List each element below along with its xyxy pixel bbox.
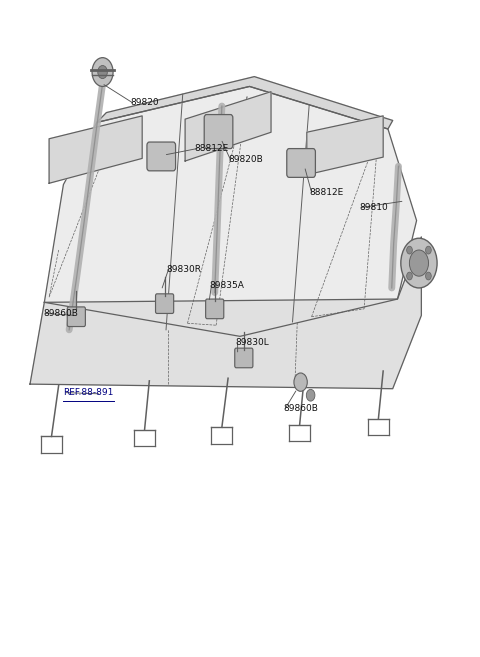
FancyBboxPatch shape <box>67 307 85 327</box>
Text: 89830L: 89830L <box>235 338 269 348</box>
FancyBboxPatch shape <box>205 299 224 319</box>
Text: 88812E: 88812E <box>309 188 344 197</box>
Circle shape <box>294 373 307 392</box>
Circle shape <box>306 390 315 401</box>
Text: 89860B: 89860B <box>43 309 78 318</box>
Polygon shape <box>97 77 393 129</box>
Polygon shape <box>185 92 271 161</box>
Text: 89810: 89810 <box>360 203 388 212</box>
Polygon shape <box>30 237 421 389</box>
Polygon shape <box>49 116 142 183</box>
Circle shape <box>92 58 113 87</box>
Text: 88812E: 88812E <box>195 144 229 153</box>
Circle shape <box>407 272 412 280</box>
Circle shape <box>98 66 108 79</box>
FancyBboxPatch shape <box>235 348 253 368</box>
Circle shape <box>401 238 437 288</box>
FancyBboxPatch shape <box>287 148 315 177</box>
Text: 89860B: 89860B <box>283 404 318 413</box>
Polygon shape <box>44 87 417 336</box>
FancyBboxPatch shape <box>204 114 233 148</box>
FancyBboxPatch shape <box>156 294 174 313</box>
Text: 89830R: 89830R <box>166 265 201 274</box>
Text: 89820B: 89820B <box>228 155 263 164</box>
Polygon shape <box>307 116 383 175</box>
FancyBboxPatch shape <box>147 142 176 171</box>
Text: 89820: 89820 <box>130 99 159 107</box>
Circle shape <box>407 246 412 254</box>
Circle shape <box>426 246 431 254</box>
Circle shape <box>409 250 429 276</box>
Text: REF.88-891: REF.88-891 <box>63 388 114 397</box>
Text: 89835A: 89835A <box>209 281 244 290</box>
Circle shape <box>426 272 431 280</box>
